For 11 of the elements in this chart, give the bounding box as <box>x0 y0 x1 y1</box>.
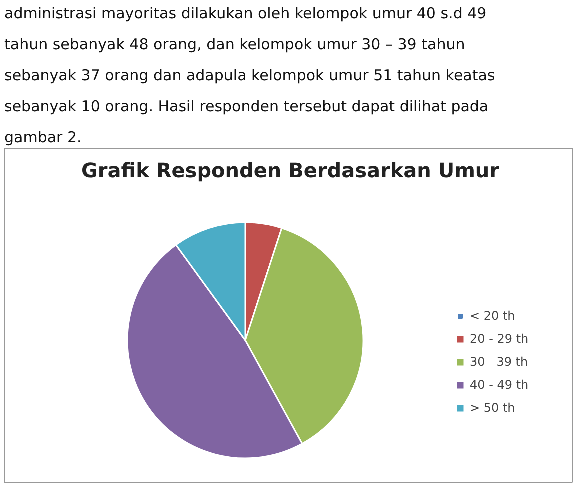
text: sebanyak 10 orang. Hasil responden tersebut dapat dilihat pada <box>4 98 489 116</box>
legend-label: > 50 th <box>470 401 516 415</box>
legend-label: < 20 th <box>470 309 516 323</box>
text: tahun sebanyak 48 orang, dan kelompok umur 30 – 39 tahun <box>4 36 466 54</box>
text: sebanyak 37 orang dan adapula kelompok umur 51 tahun keatas <box>4 66 496 84</box>
legend-label: 40 - 49 th <box>470 378 529 392</box>
legend-label: 20 - 29 th <box>470 332 529 346</box>
legend-label: 30 39 th <box>470 355 528 369</box>
text: administrasi mayoritas dilakukan oleh kelompok umur 40 s.d 49 <box>4 4 487 22</box>
chart-title: Grafik Responden Berdasarkan Umur <box>81 158 500 182</box>
text: gambar 2. <box>4 128 82 146</box>
